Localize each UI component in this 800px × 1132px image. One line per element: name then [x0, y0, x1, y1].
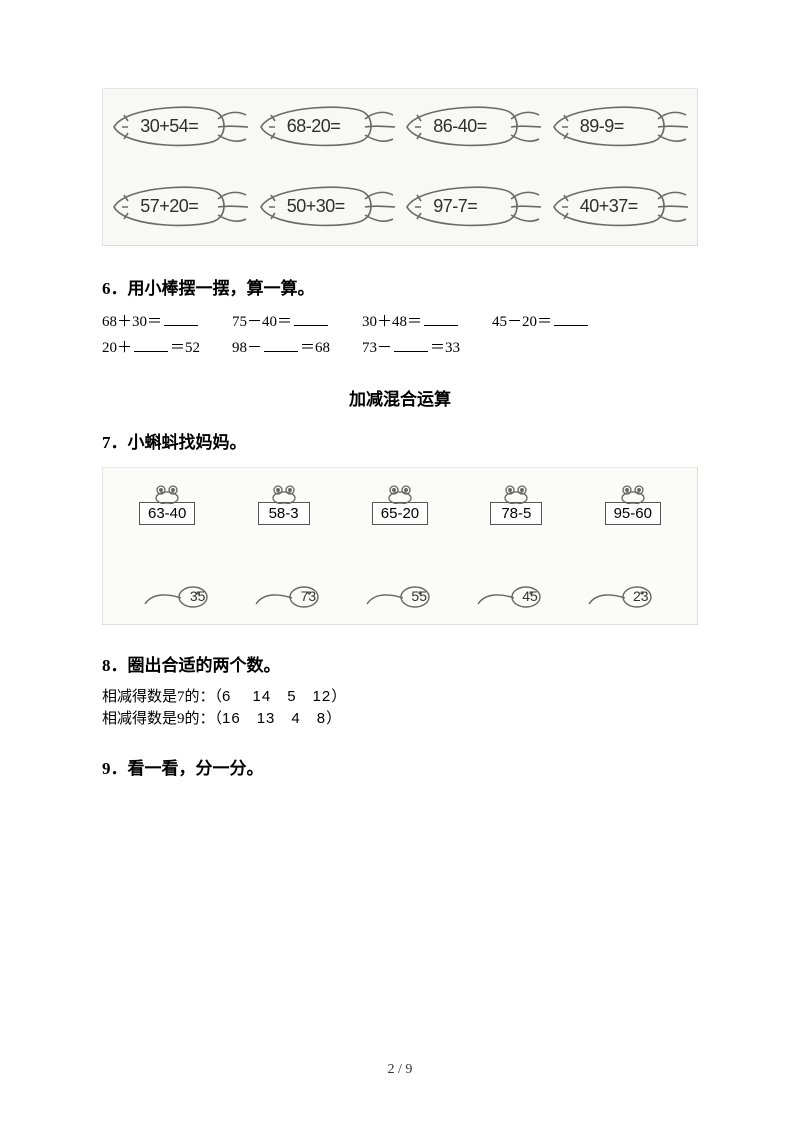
q6-text: ＝52 — [170, 340, 200, 356]
q6-text: 75－40＝ — [232, 314, 292, 330]
carrot-item: 57+20= — [110, 179, 250, 233]
q6-cell: 45－20＝ — [492, 309, 622, 335]
q6-text: 30＋48＝ — [362, 314, 422, 330]
frog-sign: 95-60 — [605, 502, 661, 525]
frog-icon — [386, 484, 414, 504]
frog-box: 58-3 — [232, 484, 336, 525]
q6-cell: 20＋ ＝52 — [102, 335, 232, 361]
tadpole: 23 — [587, 584, 657, 610]
tadpole-number: 23 — [633, 588, 649, 604]
q6-cell: 98－ ＝68 — [232, 335, 362, 361]
q6-text: 68＋30＝ — [102, 314, 162, 330]
carrot-equation: 40+37= — [580, 196, 638, 217]
q6-title: 6．用小棒摆一摆，算一算。 — [102, 274, 698, 299]
carrot-item: 86-40= — [403, 99, 543, 153]
q6-cell: 73－ ＝33 — [362, 335, 492, 361]
frog-sign: 58-3 — [258, 502, 310, 525]
carrot-equation: 97-7= — [433, 196, 477, 217]
carrot-item: 97-7= — [403, 179, 543, 233]
q6-line2: 20＋ ＝52 98－ ＝68 73－ ＝33 — [102, 335, 698, 361]
q7-title: 7．小蝌蚪找妈妈。 — [102, 428, 698, 453]
carrot-equation: 57+20= — [140, 196, 198, 217]
fill-blank[interactable] — [164, 312, 198, 326]
frog-box: 95-60 — [581, 484, 685, 525]
carrot-figure: 30+54= 68-20= 86-40= — [102, 88, 698, 246]
frog-icon — [619, 484, 647, 504]
q6-body: 68＋30＝ 75－40＝ 30＋48＝ 45－20＝ 20＋ ＝52 98－ ＝68 73－… — [102, 309, 698, 361]
q8-line2: 相减得数是9的：（16 13 4 8） — [102, 708, 698, 730]
tadpole-number: 35 — [190, 588, 206, 604]
q8-line2-label: 相减得数是9的：（ — [102, 711, 222, 727]
frog-sign: 65-20 — [372, 502, 428, 525]
q6-text: 20＋ — [102, 340, 132, 356]
fill-blank[interactable] — [264, 338, 298, 352]
section-title: 加减混合运算 — [102, 385, 698, 410]
page-number: 2 / 9 — [0, 1062, 800, 1078]
frog-sign: 63-40 — [139, 502, 195, 525]
tadpole-figure: 63-40 58-3 65-20 78-5 95-60 35 73 55 45 23 — [102, 467, 698, 625]
tadpole: 55 — [365, 584, 435, 610]
frog-box: 65-20 — [348, 484, 452, 525]
carrot-item: 40+37= — [550, 179, 690, 233]
page-content: 30+54= 68-20= 86-40= — [0, 0, 800, 779]
q8-line1-label: 相减得数是7的：（ — [102, 689, 222, 705]
q6-text: ＝33 — [430, 340, 460, 356]
frog-row: 63-40 58-3 65-20 78-5 95-60 — [103, 484, 697, 525]
tadpole-number: 73 — [301, 588, 317, 604]
carrot-row-2: 57+20= 50+30= 97-7= — [103, 179, 697, 233]
fill-blank[interactable] — [134, 338, 168, 352]
fill-blank[interactable] — [554, 312, 588, 326]
q8-close: ） — [331, 689, 346, 705]
carrot-item: 50+30= — [257, 179, 397, 233]
frog-box: 63-40 — [115, 484, 219, 525]
frog-icon — [270, 484, 298, 504]
tadpole: 35 — [143, 584, 213, 610]
carrot-item: 89-9= — [550, 99, 690, 153]
frog-icon — [153, 484, 181, 504]
fill-blank[interactable] — [294, 312, 328, 326]
q8-line1-nums: 6 14 5 12 — [222, 688, 331, 705]
q9-title: 9．看一看，分一分。 — [102, 754, 698, 779]
q6-cell: 30＋48＝ — [362, 309, 492, 335]
tadpole-number: 55 — [411, 588, 427, 604]
carrot-equation: 89-9= — [580, 116, 624, 137]
tadpole: 73 — [254, 584, 324, 610]
carrot-equation: 68-20= — [287, 116, 341, 137]
q8-line2-nums: 16 13 4 8 — [222, 710, 326, 727]
q8-body: 相减得数是7的：（6 14 5 12） 相减得数是9的：（16 13 4 8） — [102, 686, 698, 730]
fill-blank[interactable] — [424, 312, 458, 326]
q8-title: 8．圈出合适的两个数。 — [102, 651, 698, 676]
tadpole: 45 — [476, 584, 546, 610]
q6-cell: 68＋30＝ — [102, 309, 232, 335]
answers-row: 35 73 55 45 23 — [103, 584, 697, 610]
carrot-equation: 50+30= — [287, 196, 345, 217]
frog-icon — [502, 484, 530, 504]
q6-text: 73－ — [362, 340, 392, 356]
q6-text: ＝68 — [300, 340, 330, 356]
carrot-item: 68-20= — [257, 99, 397, 153]
carrot-item: 30+54= — [110, 99, 250, 153]
carrot-equation: 86-40= — [433, 116, 487, 137]
q8-line1: 相减得数是7的：（6 14 5 12） — [102, 686, 698, 708]
tadpole-number: 45 — [522, 588, 538, 604]
frog-sign: 78-5 — [490, 502, 542, 525]
q6-cell: 75－40＝ — [232, 309, 362, 335]
carrot-equation: 30+54= — [140, 116, 198, 137]
frog-box: 78-5 — [464, 484, 568, 525]
carrot-row-1: 30+54= 68-20= 86-40= — [103, 99, 697, 153]
q6-text: 98－ — [232, 340, 262, 356]
q8-close: ） — [326, 711, 341, 727]
q6-text: 45－20＝ — [492, 314, 552, 330]
q6-line1: 68＋30＝ 75－40＝ 30＋48＝ 45－20＝ — [102, 309, 698, 335]
fill-blank[interactable] — [394, 338, 428, 352]
